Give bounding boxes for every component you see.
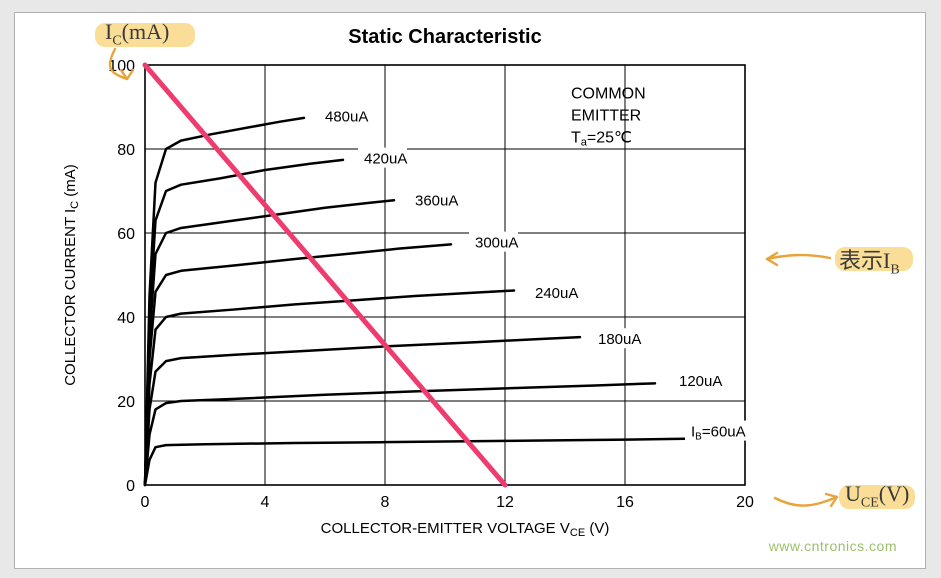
svg-text:420uA: 420uA (364, 151, 407, 168)
svg-text:4: 4 (261, 494, 270, 511)
svg-text:60: 60 (117, 226, 135, 243)
svg-text:Ta=25℃: Ta=25℃ (571, 130, 632, 149)
svg-text:20: 20 (117, 394, 135, 411)
svg-text:COLLECTOR CURRENT IC (mA: COLLECTOR CURRENT IC (mA) (62, 164, 81, 386)
annotation-ic: IC(mA) (105, 19, 169, 49)
svg-text:16: 16 (616, 494, 634, 511)
svg-text:Static Characteristic: Static Characteristic (348, 26, 541, 48)
svg-text:0: 0 (126, 478, 135, 495)
svg-text:80: 80 (117, 142, 135, 159)
svg-text:20: 20 (736, 494, 754, 511)
annotation-uce: UCE(V) (845, 481, 909, 511)
svg-text:COLLECTOR-EMITTER VOLTAGE VC: COLLECTOR-EMITTER VOLTAGE VCE (V) (321, 520, 610, 539)
svg-text:120uA: 120uA (679, 373, 722, 390)
chart: 048121620020406080100Static Characterist… (15, 13, 925, 568)
svg-text:COMMON: COMMON (571, 86, 646, 103)
image-frame: IC(mA) 表示IB UCE(V) 048121620020406080100… (14, 12, 926, 569)
svg-text:0: 0 (141, 494, 150, 511)
svg-text:240uA: 240uA (535, 285, 578, 302)
annotation-ib: 表示IB (839, 243, 900, 278)
svg-text:40: 40 (117, 310, 135, 327)
svg-text:EMITTER: EMITTER (571, 108, 641, 125)
svg-text:180uA: 180uA (598, 331, 641, 348)
watermark: www.cntronics.com (769, 538, 897, 554)
svg-text:12: 12 (496, 494, 514, 511)
svg-text:360uA: 360uA (415, 193, 458, 210)
svg-text:8: 8 (381, 494, 390, 511)
svg-text:300uA: 300uA (475, 235, 518, 252)
svg-text:480uA: 480uA (325, 109, 368, 126)
